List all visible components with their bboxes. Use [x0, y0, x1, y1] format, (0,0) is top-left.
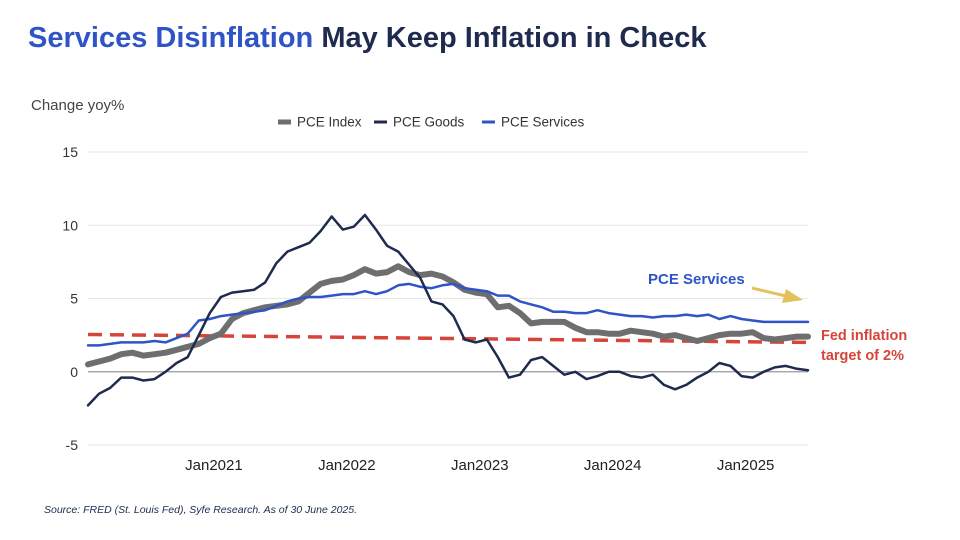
source-note: Source: FRED (St. Louis Fed), Syfe Resea… [44, 504, 358, 516]
legend-label: PCE Goods [393, 115, 465, 130]
y-tick-label: 0 [70, 364, 78, 380]
legend-label: PCE Index [297, 115, 362, 130]
fed-target-label-line2: target of 2% [821, 348, 904, 364]
tick-layer: 15 10 5 0 -5 Jan2021 Jan2022 Jan2023 Jan2024 Jan2… [62, 144, 774, 474]
arrow-shaft [751, 286, 791, 299]
series-line-pce-index [85, 263, 811, 368]
arrow-head [782, 289, 803, 303]
fed-target-label-line1: Fed inflation [821, 328, 907, 344]
chart-title-rest: May Keep Inflation in Check [313, 22, 707, 54]
legend: PCE Index PCE Goods PCE Services [278, 115, 585, 130]
grid-layer [88, 151, 808, 446]
annotation-layer: PCE Services Fed inflation target of 2% [648, 271, 907, 364]
series-line-pce-services [86, 282, 810, 347]
series-line-pce-goods [86, 213, 810, 407]
pce-services-annotation: PCE Services [648, 271, 745, 288]
y-tick-label: 15 [62, 144, 78, 160]
chart-title: Services Disinflation May Keep Inflation… [28, 22, 706, 55]
series-layer [85, 213, 811, 407]
x-tick-label: Jan2021 [185, 457, 243, 474]
y-tick-label: 10 [62, 217, 78, 233]
y-tick-label: 5 [70, 291, 78, 307]
legend-label: PCE Services [501, 115, 585, 130]
x-tick-label: Jan2025 [717, 457, 775, 474]
y-axis-label: Change yoy% [31, 97, 125, 114]
x-tick-label: Jan2023 [451, 457, 509, 474]
chart-title-accent: Services Disinflation [28, 22, 314, 54]
x-tick-label: Jan2024 [584, 457, 642, 474]
y-tick-label: -5 [66, 437, 79, 453]
x-tick-label: Jan2022 [318, 457, 376, 474]
